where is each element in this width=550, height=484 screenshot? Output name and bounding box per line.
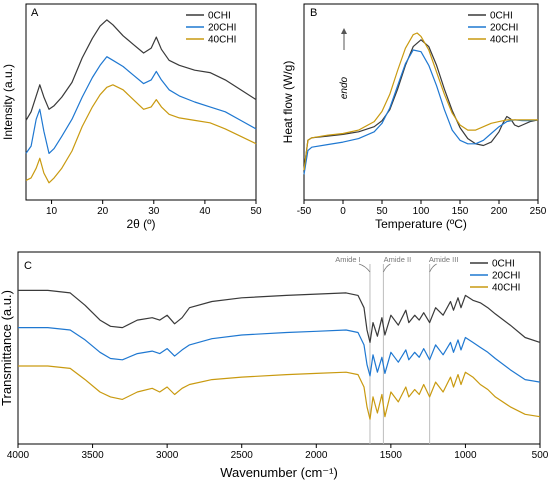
legend-label: 20CHI	[490, 23, 518, 34]
y-axis-label: Intensity (a.u.)	[1, 64, 15, 140]
plot-frame	[17, 251, 541, 445]
x-tick-label: 40	[199, 206, 211, 217]
x-axis-label: Wavenumber (cm⁻¹)	[220, 465, 338, 480]
series-line-0chi	[303, 39, 539, 171]
series-line-20chi	[303, 49, 539, 175]
legend-label: 0CHI	[492, 259, 515, 270]
x-tick-label: 30	[148, 206, 160, 217]
series-line-40chi	[303, 32, 538, 171]
legend-label: 40CHI	[490, 35, 518, 46]
x-tick-label: 2500	[231, 450, 254, 461]
x-tick-label: 20	[97, 206, 109, 217]
x-tick-label: -50	[297, 206, 312, 217]
legend-label: 40CHI	[492, 283, 520, 294]
x-tick-label: 1500	[380, 450, 403, 461]
annotation-label: Amide I	[335, 255, 360, 264]
legend-label: 40CHI	[208, 35, 236, 46]
x-tick-label: 0	[340, 206, 346, 217]
legend-label: 20CHI	[492, 271, 520, 282]
series-line-20chi	[18, 327, 541, 383]
x-tick-label: 4000	[7, 450, 30, 461]
annotation-label: Amide II	[384, 255, 412, 264]
panel-c: Amide I Amide II Amide III 4000 3500 3000 2500…	[0, 251, 549, 480]
series-line-20chi	[25, 56, 257, 154]
annotation-pointer	[429, 263, 437, 273]
annotation-pointer	[383, 263, 391, 273]
panel-label: C	[24, 260, 32, 272]
x-tick-label: 250	[530, 206, 547, 217]
x-tick-label: 2000	[305, 450, 328, 461]
plot-frame	[25, 3, 257, 201]
legend-label: 20CHI	[208, 23, 236, 34]
x-tick-label: 10	[46, 206, 58, 217]
annotation-pointer	[358, 263, 371, 273]
x-axis-label: 2θ (º)	[126, 217, 155, 231]
panel-a: 10 20 30 40 50 2θ (º) Intensity (a.u.) A 0CHI20C…	[1, 3, 262, 231]
endo-arrow-head	[341, 28, 347, 34]
legend-label: 0CHI	[490, 11, 513, 22]
legend-label: 0CHI	[208, 11, 231, 22]
series-line-0chi	[18, 289, 541, 343]
x-tick-label: 500	[532, 450, 549, 461]
x-tick-label: 3000	[156, 450, 179, 461]
series-line-40chi	[25, 84, 257, 184]
series-line-0chi	[25, 19, 257, 121]
panel-label: B	[310, 7, 317, 19]
y-axis-label: Heat flow (W/g)	[281, 61, 295, 144]
x-tick-label: 150	[452, 206, 469, 217]
x-tick-label: 50	[250, 206, 262, 217]
x-tick-label: 1000	[454, 450, 477, 461]
x-tick-label: 3500	[81, 450, 104, 461]
x-tick-label: 200	[491, 206, 508, 217]
panel-b: -50 0 50 100 150 200 250 Temperature (ºC) Heat f…	[281, 3, 547, 231]
series-line-40chi	[18, 365, 541, 420]
x-tick-label: 50	[376, 206, 388, 217]
annotation-label: Amide III	[429, 255, 459, 264]
x-axis-label: Temperature (ºC)	[375, 217, 467, 231]
panel-label: A	[31, 7, 39, 19]
y-axis-label: Transmittance (a.u.)	[0, 290, 14, 406]
x-tick-label: 100	[413, 206, 430, 217]
endo-annotation: endo	[339, 76, 350, 99]
